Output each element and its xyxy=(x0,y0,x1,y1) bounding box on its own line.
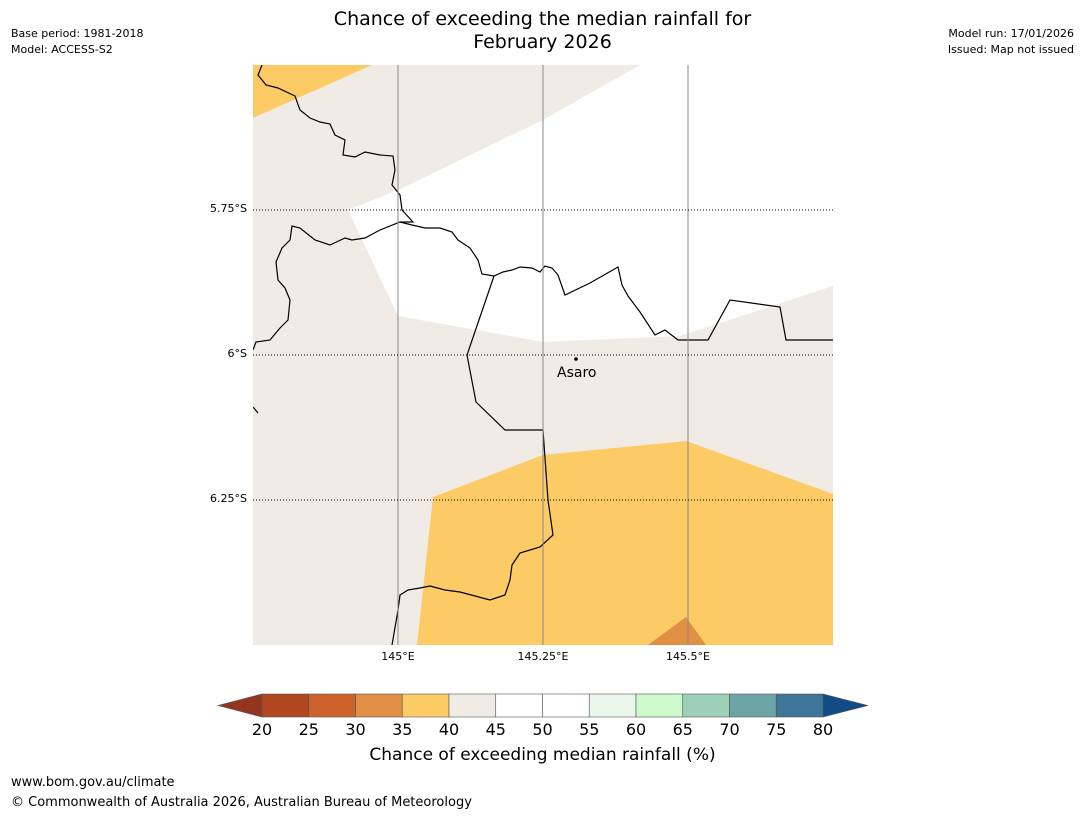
colorbar-segment xyxy=(261,693,310,718)
colorbar-tick-label: 80 xyxy=(812,720,834,739)
graticule xyxy=(253,65,833,645)
colorbar-tick-label: 30 xyxy=(345,720,366,739)
region-35-40-south xyxy=(417,441,833,645)
boundary-lines xyxy=(253,65,833,645)
map-title-line2: February 2026 xyxy=(473,31,612,53)
lon-label-145: 145°E xyxy=(381,650,415,663)
colorbar-title: Chance of exceeding median rainfall (%) xyxy=(369,745,716,765)
footer-url: www.bom.gov.au/climate xyxy=(11,775,175,790)
lon-label-145-5: 145.5°E xyxy=(666,650,710,663)
colorbar-segment xyxy=(635,693,684,718)
region-35-40-north xyxy=(253,65,372,118)
colorbar-tick-label: 55 xyxy=(579,720,600,739)
colorbar-segment xyxy=(729,693,777,718)
colorbar-tick-label: 20 xyxy=(251,720,273,739)
meta-left: Base period: 1981-2018 Model: ACCESS-S2 xyxy=(11,26,143,58)
colorbar-low-extend xyxy=(216,693,263,718)
lat-label-6: 6°S xyxy=(227,347,247,360)
colorbar-tick-label: 50 xyxy=(532,720,553,739)
meta-right: Model run: 17/01/2026 Issued: Map not is… xyxy=(948,26,1074,58)
colorbar-tick-label: 45 xyxy=(485,720,506,739)
colorbar-segment xyxy=(775,693,824,718)
colorbar-segment xyxy=(495,693,543,718)
model-run-label: Model run: 17/01/2026 xyxy=(948,27,1074,40)
colorbar-tick-label: 60 xyxy=(625,720,647,739)
colorbar-segment xyxy=(401,693,450,718)
colorbar-tick-label: 35 xyxy=(392,720,413,739)
model-label: Model: ACCESS-S2 xyxy=(11,43,113,56)
coastline-north-boundary xyxy=(399,221,833,341)
map-title-line1: Chance of exceeding the median rainfall … xyxy=(333,8,752,30)
coastline-fragment xyxy=(253,406,259,414)
map-title: Chance of exceeding the median rainfall … xyxy=(0,8,1085,54)
colorbar-segment xyxy=(588,693,637,718)
colorbar-tick-label: 70 xyxy=(719,720,740,739)
lon-label-145-25: 145.25°E xyxy=(517,650,569,663)
colorbar-high-extend xyxy=(822,693,869,718)
map-plot-area xyxy=(253,65,833,645)
colorbar-segment xyxy=(682,693,730,718)
colorbar-segment xyxy=(448,693,497,718)
issued-label: Issued: Map not issued xyxy=(947,43,1074,56)
region-45-55-white xyxy=(348,65,833,342)
lat-label-6-25: 6.25°S xyxy=(210,492,247,505)
colorbar-tick-label: 25 xyxy=(298,720,319,739)
region-30-35 xyxy=(648,617,706,645)
coastline-west xyxy=(253,65,415,351)
province-boundary xyxy=(391,275,554,645)
base-period-label: Base period: 1981-2018 xyxy=(11,27,144,40)
colorbar-tick-label: 65 xyxy=(672,720,693,739)
colorbar-tick-label: 40 xyxy=(438,720,460,739)
place-label-asaro: Asaro xyxy=(557,365,597,381)
colorbar-segment xyxy=(355,693,403,718)
footer-copyright: © Commonwealth of Australia 2026, Austra… xyxy=(11,795,472,810)
colorbar xyxy=(216,693,869,718)
colorbar-segment xyxy=(308,693,356,718)
colorbar-tick-label: 75 xyxy=(766,720,787,739)
lat-label-5-75: 5.75°S xyxy=(210,202,247,215)
place-marker-asaro xyxy=(574,357,578,361)
colorbar-segment xyxy=(542,693,590,718)
